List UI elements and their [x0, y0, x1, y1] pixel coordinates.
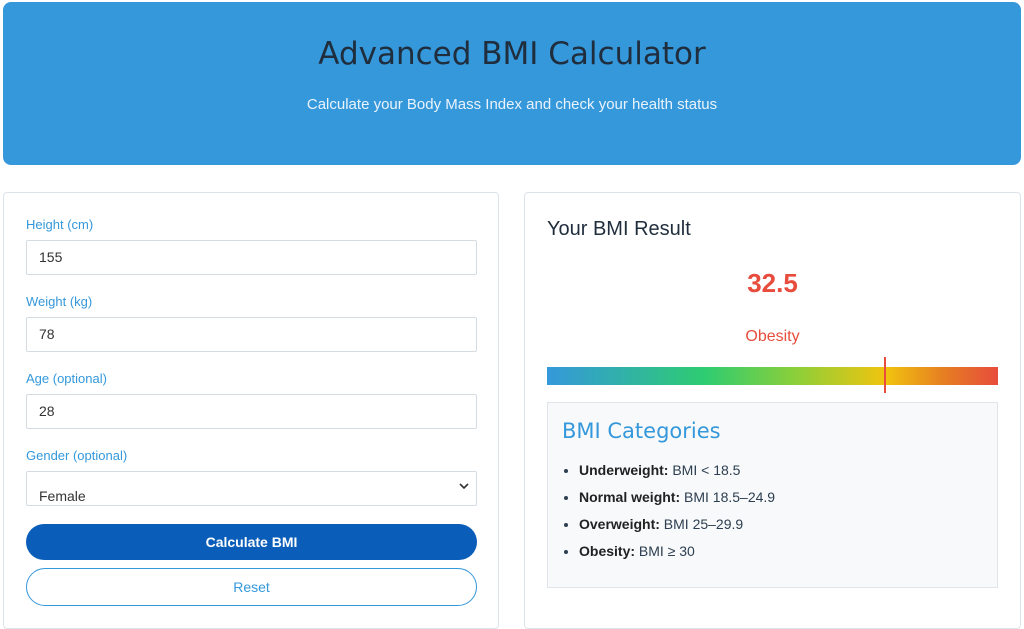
weight-input[interactable]: 78 [26, 317, 477, 352]
category-item-overweight: Overweight: BMI 25–29.9 [579, 514, 775, 541]
bmi-categories-panel: BMI Categories Underweight: BMI < 18.5 N… [547, 402, 998, 588]
categories-list: Underweight: BMI < 18.5 Normal weight: B… [579, 460, 775, 568]
reset-button[interactable]: Reset [26, 568, 477, 606]
weight-label: Weight (kg) [26, 294, 93, 309]
categories-title: BMI Categories [562, 419, 721, 443]
gender-selected-value: Female [39, 488, 86, 504]
bmi-gauge-marker [884, 357, 887, 393]
height-value: 155 [39, 249, 63, 265]
page-title: Advanced BMI Calculator [318, 36, 706, 72]
category-item-underweight: Underweight: BMI < 18.5 [579, 460, 775, 487]
page-subtitle: Calculate your Body Mass Index and check… [306, 96, 718, 113]
bmi-status: Obesity [745, 328, 800, 345]
result-title: Your BMI Result [547, 218, 691, 240]
calculate-bmi-button[interactable]: Calculate BMI [26, 524, 477, 560]
gender-select[interactable]: Female [26, 471, 477, 506]
page-header: Advanced BMI Calculator Calculate your B… [3, 2, 1021, 165]
weight-value: 78 [39, 326, 55, 342]
age-input[interactable]: 28 [26, 394, 477, 429]
age-value: 28 [39, 403, 55, 419]
category-item-obesity: Obesity: BMI ≥ 30 [579, 541, 775, 568]
bmi-form-card: Height (cm) 155 Weight (kg) 78 Age (opti… [3, 192, 499, 629]
chevron-down-icon [459, 483, 469, 490]
bmi-value: 32.5 [747, 268, 798, 298]
age-label: Age (optional) [26, 371, 107, 386]
bmi-gauge-bar [547, 357, 998, 393]
category-item-normal: Normal weight: BMI 18.5–24.9 [579, 487, 775, 514]
height-input[interactable]: 155 [26, 240, 477, 275]
height-label: Height (cm) [26, 217, 94, 232]
bmi-result-card: Your BMI Result 32.5 Obesity BMI Categor… [524, 192, 1021, 629]
gender-label: Gender (optional) [26, 448, 128, 463]
